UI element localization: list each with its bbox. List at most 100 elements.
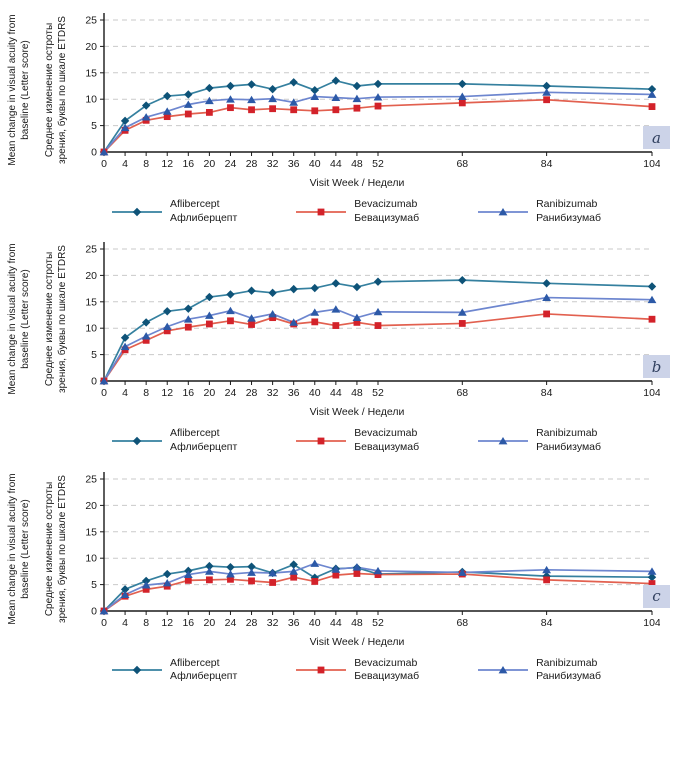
svg-text:0: 0 bbox=[101, 158, 107, 170]
legend-label-ru: Афлиберцепт bbox=[169, 440, 238, 453]
svg-text:20: 20 bbox=[85, 270, 97, 282]
chart-legend-a: Aflibercept Афлиберцепт Bevacizumab Беваци… bbox=[0, 198, 682, 225]
svg-text:48: 48 bbox=[351, 158, 363, 170]
svg-text:0: 0 bbox=[101, 617, 107, 629]
legend-label-en: Bevacizumab bbox=[354, 198, 418, 210]
svg-text:52: 52 bbox=[372, 387, 384, 399]
legend-label-ranibizumab: Ranibizumab Ранибизумаб bbox=[536, 198, 601, 225]
svg-text:8: 8 bbox=[143, 158, 149, 170]
chart-panel-c: Mean change in visual acuity from baseli… bbox=[0, 465, 682, 684]
chart-panel-b: Mean change in visual acuity from baseli… bbox=[0, 235, 682, 454]
svg-text:52: 52 bbox=[372, 617, 384, 629]
svg-text:15: 15 bbox=[85, 297, 97, 309]
legend-label-ru: Афлиберцепт bbox=[169, 670, 238, 683]
svg-text:40: 40 bbox=[309, 158, 321, 170]
y-axis-label-russian-text: Среднее изменение остроты зрения, буквы … bbox=[43, 474, 68, 623]
svg-text:4: 4 bbox=[122, 617, 128, 629]
svg-text:8: 8 bbox=[143, 617, 149, 629]
svg-text:20: 20 bbox=[85, 41, 97, 53]
svg-text:28: 28 bbox=[246, 387, 258, 399]
svg-text:28: 28 bbox=[246, 158, 258, 170]
plot-area-wrapper: 0 5 10 15 20 25 0 4 8 12 16 20 24 28 32 36 40 44 48 52 68 84 1… bbox=[74, 235, 661, 418]
svg-text:4: 4 bbox=[122, 158, 128, 170]
svg-text:16: 16 bbox=[182, 387, 194, 399]
svg-text:16: 16 bbox=[182, 617, 194, 629]
svg-text:20: 20 bbox=[204, 158, 216, 170]
chart-legend-b: Aflibercept Афлиберцепт Bevacizumab Беваци… bbox=[0, 427, 682, 454]
diamond-marker-icon bbox=[111, 666, 162, 675]
chart-legend-c: Aflibercept Афлиберцепт Bevacizumab Беваци… bbox=[0, 657, 682, 684]
svg-text:24: 24 bbox=[225, 617, 237, 629]
triangle-marker-icon bbox=[478, 666, 529, 674]
y-axis-label-english: Mean change in visual acuity from baseli… bbox=[0, 235, 37, 418]
legend-item-bevacizumab: Bevacizumab Бевацизумаб bbox=[295, 198, 419, 225]
svg-text:44: 44 bbox=[330, 617, 342, 629]
svg-text:20: 20 bbox=[204, 617, 216, 629]
legend-label-en: Ranibizumab bbox=[536, 198, 598, 210]
svg-text:84: 84 bbox=[541, 387, 553, 399]
legend-label-en: Ranibizumab bbox=[536, 427, 598, 440]
svg-text:16: 16 bbox=[182, 158, 194, 170]
legend-label-ru: Бевацизумаб bbox=[354, 440, 420, 453]
triangle-marker-icon bbox=[478, 436, 529, 445]
svg-text:84: 84 bbox=[541, 158, 553, 170]
legend-label-ru: Ранибизумаб bbox=[536, 211, 602, 224]
y-axis-label-english: Mean change in visual acuity from baseli… bbox=[0, 465, 37, 648]
legend-label-ru: Бевацизумаб bbox=[354, 670, 420, 683]
y-axis-label-russian: Среднее изменение остроты зрения, буквы … bbox=[37, 235, 74, 418]
y-axis-label-english-text: Mean change in visual acuity from baseli… bbox=[6, 473, 31, 625]
svg-text:32: 32 bbox=[267, 158, 279, 170]
panel-letter-badge-a: a bbox=[643, 126, 670, 149]
svg-text:20: 20 bbox=[85, 499, 97, 511]
y-axis-label-english-text: Mean change in visual acuity from baseli… bbox=[6, 243, 31, 396]
legend-label-ru: Афлиберцепт bbox=[169, 211, 238, 224]
legend-label-en: Bevacizumab bbox=[354, 656, 418, 669]
chart-panel-a: Mean change in visual acuity from baseli… bbox=[0, 6, 682, 225]
svg-text:5: 5 bbox=[91, 579, 97, 591]
svg-text:32: 32 bbox=[267, 387, 279, 399]
svg-text:24: 24 bbox=[225, 387, 237, 399]
svg-text:104: 104 bbox=[643, 158, 660, 170]
svg-text:15: 15 bbox=[85, 526, 97, 538]
svg-text:68: 68 bbox=[456, 617, 468, 629]
svg-text:104: 104 bbox=[643, 617, 660, 629]
y-axis-label-russian-text: Среднее изменение остроты зрения, буквы … bbox=[43, 245, 68, 394]
triangle-marker-icon bbox=[478, 207, 529, 216]
svg-text:25: 25 bbox=[85, 15, 97, 27]
svg-text:28: 28 bbox=[246, 617, 258, 629]
x-axis-label: Visit Week / Недели bbox=[309, 635, 405, 648]
svg-text:12: 12 bbox=[161, 158, 173, 170]
panel-letter-badge-c: c bbox=[643, 584, 670, 608]
svg-text:0: 0 bbox=[91, 147, 97, 159]
svg-text:4: 4 bbox=[122, 387, 128, 399]
legend-item-ranibizumab: Ranibizumab Ранибизумаб bbox=[477, 427, 601, 454]
legend-label-ru: Бевацизумаб bbox=[354, 211, 420, 224]
svg-text:36: 36 bbox=[288, 158, 300, 170]
y-axis-label-russian: Среднее изменение остроты зрения, буквы … bbox=[37, 465, 74, 648]
svg-text:40: 40 bbox=[309, 387, 321, 399]
svg-text:0: 0 bbox=[91, 376, 97, 388]
svg-text:25: 25 bbox=[85, 473, 97, 485]
svg-text:44: 44 bbox=[330, 158, 342, 170]
legend-item-aflibercept: Aflibercept Афлиберцепт bbox=[111, 657, 237, 684]
diamond-marker-icon bbox=[111, 207, 162, 216]
legend-label-ranibizumab: Ranibizumab Ранибизумаб bbox=[536, 657, 601, 684]
svg-text:0: 0 bbox=[91, 605, 97, 617]
y-axis-label-english: Mean change in visual acuity from baseli… bbox=[0, 6, 37, 189]
legend-item-ranibizumab: Ranibizumab Ранибизумаб bbox=[477, 198, 601, 225]
svg-text:25: 25 bbox=[85, 244, 97, 256]
svg-text:36: 36 bbox=[288, 617, 300, 629]
legend-label-ranibizumab: Ranibizumab Ранибизумаб bbox=[536, 427, 601, 454]
svg-text:5: 5 bbox=[91, 120, 97, 132]
square-marker-icon bbox=[296, 666, 347, 674]
legend-label-bevacizumab: Bevacizumab Бевацизумаб bbox=[354, 657, 419, 684]
svg-text:68: 68 bbox=[456, 158, 468, 170]
svg-text:12: 12 bbox=[161, 387, 173, 399]
legend-label-en: Ranibizumab bbox=[536, 656, 598, 669]
svg-text:10: 10 bbox=[85, 552, 97, 564]
legend-item-bevacizumab: Bevacizumab Бевацизумаб bbox=[295, 427, 419, 454]
legend-label-en: Aflibercept bbox=[169, 427, 220, 440]
